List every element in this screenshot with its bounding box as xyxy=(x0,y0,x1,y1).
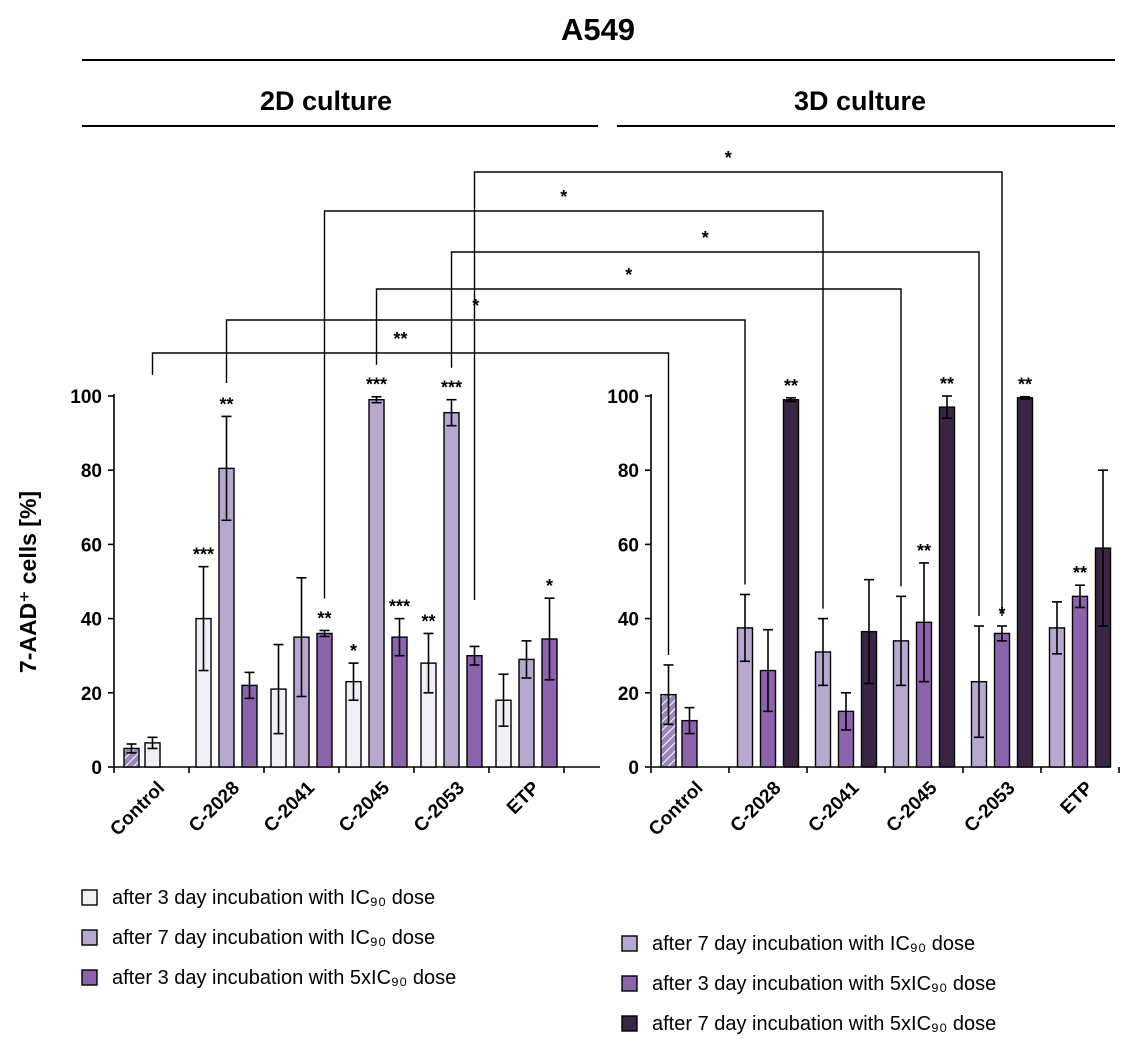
x-tick-label-c-2028: C-2028 xyxy=(727,778,786,837)
y-axis-label: 7-AAD⁺ cells [%] xyxy=(15,491,41,673)
y-tick-label: 20 xyxy=(618,684,639,705)
legend-label: after 3 day incubation with IC₉₀ dose xyxy=(112,887,435,909)
significance-marker: *** xyxy=(193,545,214,565)
significance-marker: ** xyxy=(940,374,954,394)
panel-title-2d: 2D culture xyxy=(260,86,392,116)
y-tick-label: 80 xyxy=(81,461,102,482)
panel-3d-chart: 0 20 40 60 80 100 Control C-2028 C-2041 C-2045 C-2… xyxy=(607,374,1119,840)
legend-swatch xyxy=(622,936,637,951)
legend-swatch xyxy=(622,1016,637,1031)
significance-marker: ** xyxy=(1018,375,1032,395)
comparison-brackets: ******* xyxy=(153,148,1003,655)
significance-marker: ** xyxy=(421,611,435,631)
comparison-significance: * xyxy=(560,187,567,207)
y-tick-label: 100 xyxy=(607,387,639,408)
x-tick-label-control: Control xyxy=(106,778,169,841)
legend-swatch xyxy=(82,930,97,945)
bar-c-2053-s2 xyxy=(444,413,459,767)
legend-label: after 3 day incubation with 5xIC₉₀ dose xyxy=(112,967,456,989)
legend-label: after 7 day incubation with 5xIC₉₀ dose xyxy=(652,1013,996,1035)
bar-c-2045-s2 xyxy=(369,400,384,767)
comparison-significance: * xyxy=(725,148,732,168)
legend-label: after 3 day incubation with 5xIC₉₀ dose xyxy=(652,973,996,995)
x-tick-label-etp: ETP xyxy=(1057,777,1098,818)
significance-marker: ** xyxy=(317,608,331,628)
x-tick-label-c-2028: C-2028 xyxy=(185,778,244,837)
bar-c-2045-s3 xyxy=(392,637,407,767)
bar-c-2041-s3 xyxy=(317,633,332,767)
x-tick-label-control: Control xyxy=(645,778,708,841)
legends: after 3 day incubation with IC₉₀ dose aft… xyxy=(82,887,996,1035)
panel-2d-chart: 0 20 40 60 80 100 Control C-2028 C-2041 C-2045 C-2… xyxy=(70,375,600,841)
x-tick-label-c-2041: C-2041 xyxy=(805,777,864,836)
significance-marker: ** xyxy=(784,376,798,396)
comparison-significance: * xyxy=(702,228,709,248)
bar-c-2045-s3 xyxy=(940,407,955,767)
legend-swatch xyxy=(622,976,637,991)
figure-title: A549 xyxy=(561,12,635,47)
legend-swatch xyxy=(82,890,97,905)
comparison-bracket xyxy=(227,320,746,584)
significance-marker: * xyxy=(546,576,553,596)
x-tick-label-c-2045: C-2045 xyxy=(883,777,942,836)
comparison-significance: ** xyxy=(393,329,407,349)
bar-c-2028-s3 xyxy=(784,400,799,767)
y-tick-label: 40 xyxy=(618,610,639,631)
y-tick-label: 0 xyxy=(91,758,102,779)
comparison-bracket xyxy=(325,211,824,609)
y-tick-label: 100 xyxy=(70,387,102,408)
significance-marker: *** xyxy=(389,597,410,617)
y-tick-label: 80 xyxy=(618,461,639,482)
x-tick-label-c-2053: C-2053 xyxy=(410,778,469,837)
comparison-bracket xyxy=(452,252,980,616)
x-tick-label-c-2045: C-2045 xyxy=(335,777,394,836)
legend-label: after 7 day incubation with IC₉₀ dose xyxy=(112,927,435,949)
bar-c-2053-s3 xyxy=(467,656,482,767)
x-tick-label-etp: ETP xyxy=(503,777,544,818)
bar-c-2053-s3 xyxy=(1018,398,1033,767)
legend-label: after 7 day incubation with IC₉₀ dose xyxy=(652,933,975,955)
comparison-significance: * xyxy=(472,296,479,316)
bar-c-2053-s2 xyxy=(995,633,1010,767)
x-tick-label-c-2041: C-2041 xyxy=(260,777,319,836)
bar-etp-s2 xyxy=(1073,596,1088,767)
x-tick-label-c-2053: C-2053 xyxy=(961,778,1020,837)
significance-marker: *** xyxy=(366,375,387,395)
y-tick-label: 60 xyxy=(618,535,639,556)
y-tick-label: 20 xyxy=(81,684,102,705)
panel-title-3d: 3D culture xyxy=(794,86,926,116)
legend-swatch xyxy=(82,970,97,985)
significance-marker: ** xyxy=(917,541,931,561)
y-tick-label: 0 xyxy=(628,758,639,779)
y-tick-label: 40 xyxy=(81,610,102,631)
significance-marker: *** xyxy=(441,378,462,398)
y-tick-label: 60 xyxy=(81,535,102,556)
significance-marker: ** xyxy=(1073,563,1087,583)
comparison-significance: * xyxy=(625,265,632,285)
significance-marker: * xyxy=(350,641,357,661)
significance-marker: ** xyxy=(219,394,233,414)
